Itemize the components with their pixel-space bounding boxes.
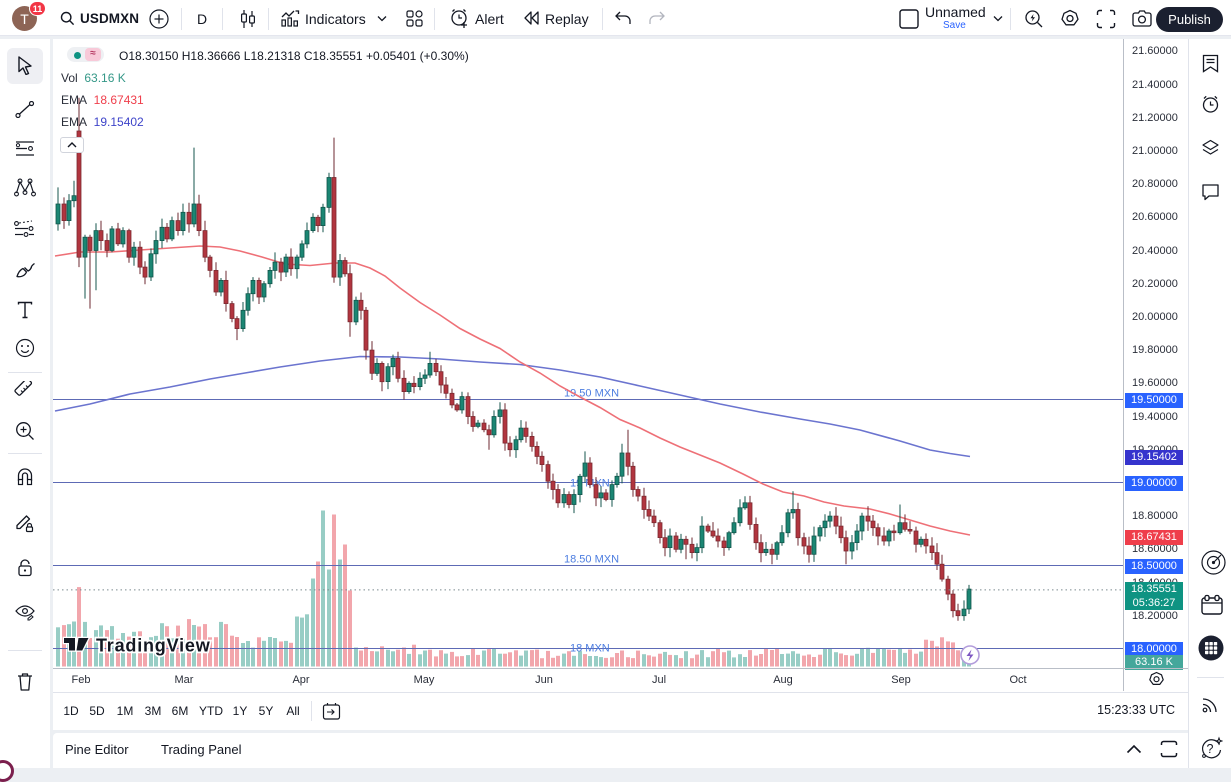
svg-text:18.50 MXN: 18.50 MXN xyxy=(564,553,619,565)
svg-text:TradingView: TradingView xyxy=(96,636,211,656)
svg-text:18 MXN: 18 MXN xyxy=(570,642,610,654)
svg-text:?: ? xyxy=(1207,742,1214,756)
